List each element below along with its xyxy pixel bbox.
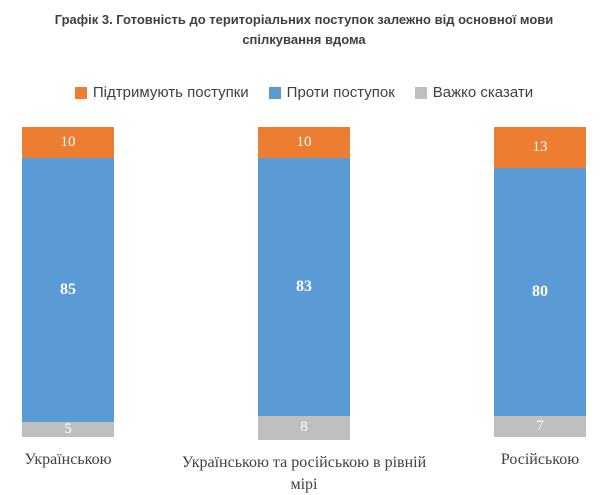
bar-mixed: 10 83 8 (258, 127, 350, 441)
legend-item-hard-to-say: Важко сказати (414, 84, 534, 102)
bar-column-mixed: 10 83 8 Українською та російською в рівній… (182, 127, 426, 495)
legend-label: Важко сказати (432, 84, 534, 102)
bar-segment-value: 10 (22, 127, 114, 159)
category-label: Українською та російською в рівній мірі (181, 454, 427, 493)
legend-item-support: Підтримують поступки (74, 84, 249, 102)
legend-swatch-blue (268, 86, 281, 99)
legend: Підтримують поступки Проти поступок Важк… (0, 84, 608, 101)
legend-swatch-orange (74, 86, 87, 99)
category-label: Українською (24, 451, 112, 469)
bar-russian: 13 80 7 (494, 127, 586, 438)
legend-label: Проти поступок (286, 84, 395, 102)
bar-segment-value: 10 (258, 127, 350, 159)
bar-segment-value: 13 (494, 127, 586, 168)
bar-segment-value: 85 (22, 158, 114, 422)
bar-segment-value: 5 (22, 422, 114, 438)
bar-segment-value: 8 (258, 415, 350, 441)
bar-segment-value: 7 (494, 415, 586, 438)
bar-column-russian: 13 80 7 Російською (494, 127, 586, 495)
chart-area: 10 85 5 Українською 10 83 8 Українською та р… (0, 127, 608, 495)
legend-item-against: Проти поступок (268, 84, 395, 102)
legend-swatch-gray (414, 86, 427, 99)
category-label: Російською (500, 451, 580, 469)
bar-column-ukrainian: 10 85 5 Українською (22, 127, 114, 495)
legend-label: Підтримують поступки (92, 84, 249, 102)
bar-segment-value: 80 (494, 167, 586, 416)
chart-title: Графік 3. Готовність до територіальних п… (54, 12, 554, 48)
bar-ukrainian: 10 85 5 (22, 127, 114, 438)
bar-segment-value: 83 (258, 158, 350, 416)
